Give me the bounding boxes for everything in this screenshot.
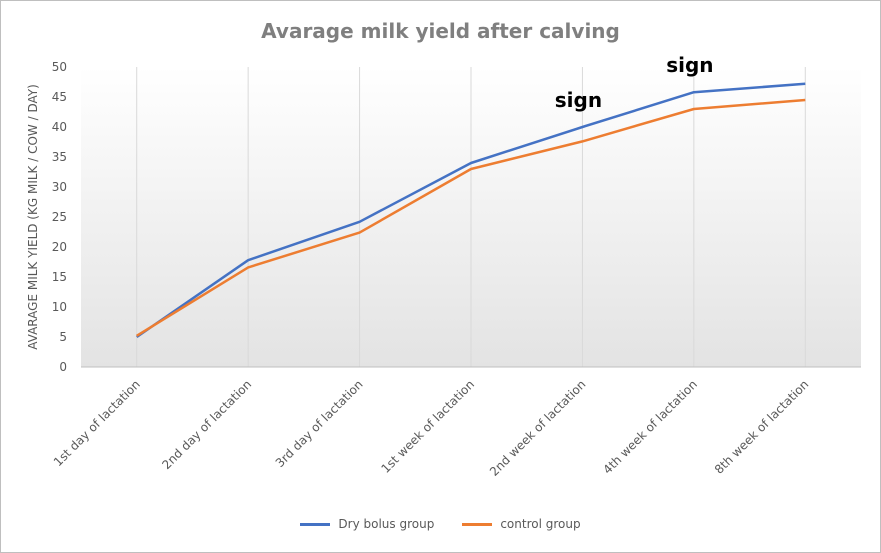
annotation-label: sign [666, 53, 713, 77]
x-tick-label: 3rd day of lactation [273, 377, 366, 470]
y-axis-label: AVARAGE MILK YIELD (KG MILK / COW / DAY) [26, 84, 40, 350]
x-tick-label: 8th week of lactation [712, 377, 812, 477]
legend-item: Dry bolus group [300, 517, 434, 531]
y-tick-label: 25 [52, 210, 67, 224]
legend: Dry bolus group control group [1, 517, 880, 531]
legend-swatch [462, 523, 492, 526]
y-tick-label: 40 [52, 120, 67, 134]
annotation-label: sign [555, 88, 602, 112]
legend-item: control group [462, 517, 580, 531]
x-tick-label: 1st day of lactation [51, 377, 143, 469]
legend-label: control group [500, 517, 580, 531]
x-tick-label: 2nd day of lactation [159, 377, 254, 472]
y-tick-label: 10 [52, 300, 67, 314]
chart: Avarage milk yield after calving 1st day… [0, 0, 881, 553]
y-tick-label: 0 [59, 360, 67, 374]
x-tick-label: 4th week of lactation [600, 377, 700, 477]
chart-plot: 1st day of lactation 2nd day of lactation… [1, 1, 880, 552]
x-tick-label: 1st week of lactation [379, 377, 478, 476]
legend-swatch [300, 523, 330, 526]
y-tick-label: 35 [52, 150, 67, 164]
y-tick-label: 30 [52, 180, 67, 194]
y-tick-label: 5 [59, 330, 67, 344]
y-tick-label: 15 [52, 270, 67, 284]
x-tick-label: 2nd week of lactation [487, 377, 589, 479]
y-tick-label: 20 [52, 240, 67, 254]
legend-label: Dry bolus group [338, 517, 434, 531]
y-tick-label: 45 [52, 90, 67, 104]
y-tick-label: 50 [52, 60, 67, 74]
